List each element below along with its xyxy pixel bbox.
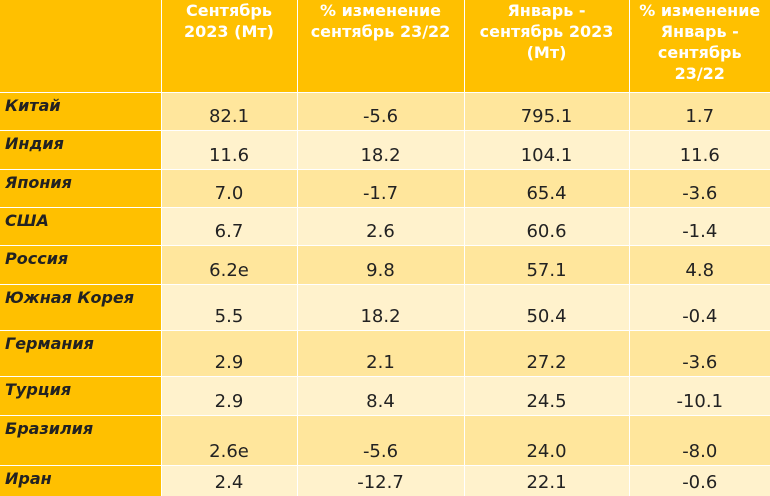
value-cell: 2.6e xyxy=(160,415,297,466)
table-row: Бразилия 2.6e -5.6 24.0 -8.0 xyxy=(0,415,770,466)
table-row: Индия 11.6 18.2 104.1 11.6 xyxy=(0,130,770,170)
value-cell: -1.7 xyxy=(296,169,464,208)
value-cell: -0.6 xyxy=(628,465,770,496)
table-body: Китай 82.1 -5.6 795.1 1.7 Индия 11.6 18.2 104.1 1… xyxy=(0,92,770,496)
value-cell: -1.4 xyxy=(628,207,770,246)
value-cell: -3.6 xyxy=(628,169,770,208)
country-cell: Китай xyxy=(0,92,161,131)
value-cell: -5.6 xyxy=(296,415,464,466)
value-cell: 8.4 xyxy=(296,376,464,416)
value-cell: 5.5 xyxy=(160,284,297,331)
value-cell: -5.6 xyxy=(296,92,464,131)
table-row: Россия 6.2e 9.8 57.1 4.8 xyxy=(0,245,770,285)
value-cell: 24.0 xyxy=(463,415,629,466)
value-cell: 4.8 xyxy=(628,245,770,285)
country-cell: Россия xyxy=(0,245,161,285)
country-cell: Германия xyxy=(0,330,161,377)
value-cell: 65.4 xyxy=(463,169,629,208)
value-cell: 18.2 xyxy=(296,284,464,331)
value-cell: 795.1 xyxy=(463,92,629,131)
country-cell: США xyxy=(0,207,161,246)
country-cell: Иран xyxy=(0,465,161,496)
table-row: Германия 2.9 2.1 27.2 -3.6 xyxy=(0,330,770,377)
value-cell: -8.0 xyxy=(628,415,770,466)
country-cell: Япония xyxy=(0,169,161,208)
value-cell: 27.2 xyxy=(463,330,629,377)
header-cell-jan-sep-2023: Январь - сентябрь 2023 (Мт) xyxy=(463,0,629,93)
value-cell: 2.4 xyxy=(160,465,297,496)
header-cell-september-change: % изменение сентябрь 23/22 xyxy=(296,0,464,93)
value-cell: 2.1 xyxy=(296,330,464,377)
header-cell-country xyxy=(0,0,161,93)
header-row: Сентябрь 2023 (Мт) % изменение сентябрь … xyxy=(0,0,770,93)
value-cell: 6.2e xyxy=(160,245,297,285)
value-cell: -3.6 xyxy=(628,330,770,377)
value-cell: -12.7 xyxy=(296,465,464,496)
value-cell: 2.9 xyxy=(160,330,297,377)
value-cell: 11.6 xyxy=(628,130,770,170)
value-cell: 24.5 xyxy=(463,376,629,416)
value-cell: 6.7 xyxy=(160,207,297,246)
table-row: Япония 7.0 -1.7 65.4 -3.6 xyxy=(0,169,770,208)
value-cell: 2.9 xyxy=(160,376,297,416)
table-row: США 6.7 2.6 60.6 -1.4 xyxy=(0,207,770,246)
table-row: Иран 2.4 -12.7 22.1 -0.6 xyxy=(0,465,770,496)
value-cell: 9.8 xyxy=(296,245,464,285)
header-cell-jan-sep-change: % изменение Январь - сентябрь 23/22 xyxy=(628,0,770,93)
value-cell: 7.0 xyxy=(160,169,297,208)
value-cell: 18.2 xyxy=(296,130,464,170)
table-row: Турция 2.9 8.4 24.5 -10.1 xyxy=(0,376,770,416)
value-cell: 22.1 xyxy=(463,465,629,496)
table-row: Южная Корея 5.5 18.2 50.4 -0.4 xyxy=(0,284,770,331)
value-cell: 82.1 xyxy=(160,92,297,131)
value-cell: -10.1 xyxy=(628,376,770,416)
value-cell: 104.1 xyxy=(463,130,629,170)
value-cell: 57.1 xyxy=(463,245,629,285)
country-cell: Бразилия xyxy=(0,415,161,466)
value-cell: 60.6 xyxy=(463,207,629,246)
country-cell: Индия xyxy=(0,130,161,170)
value-cell: 50.4 xyxy=(463,284,629,331)
country-cell: Южная Корея xyxy=(0,284,161,331)
value-cell: 1.7 xyxy=(628,92,770,131)
value-cell: 2.6 xyxy=(296,207,464,246)
country-cell: Турция xyxy=(0,376,161,416)
header-cell-september-2023: Сентябрь 2023 (Мт) xyxy=(160,0,297,93)
table-row: Китай 82.1 -5.6 795.1 1.7 xyxy=(0,92,770,131)
value-cell: -0.4 xyxy=(628,284,770,331)
value-cell: 11.6 xyxy=(160,130,297,170)
